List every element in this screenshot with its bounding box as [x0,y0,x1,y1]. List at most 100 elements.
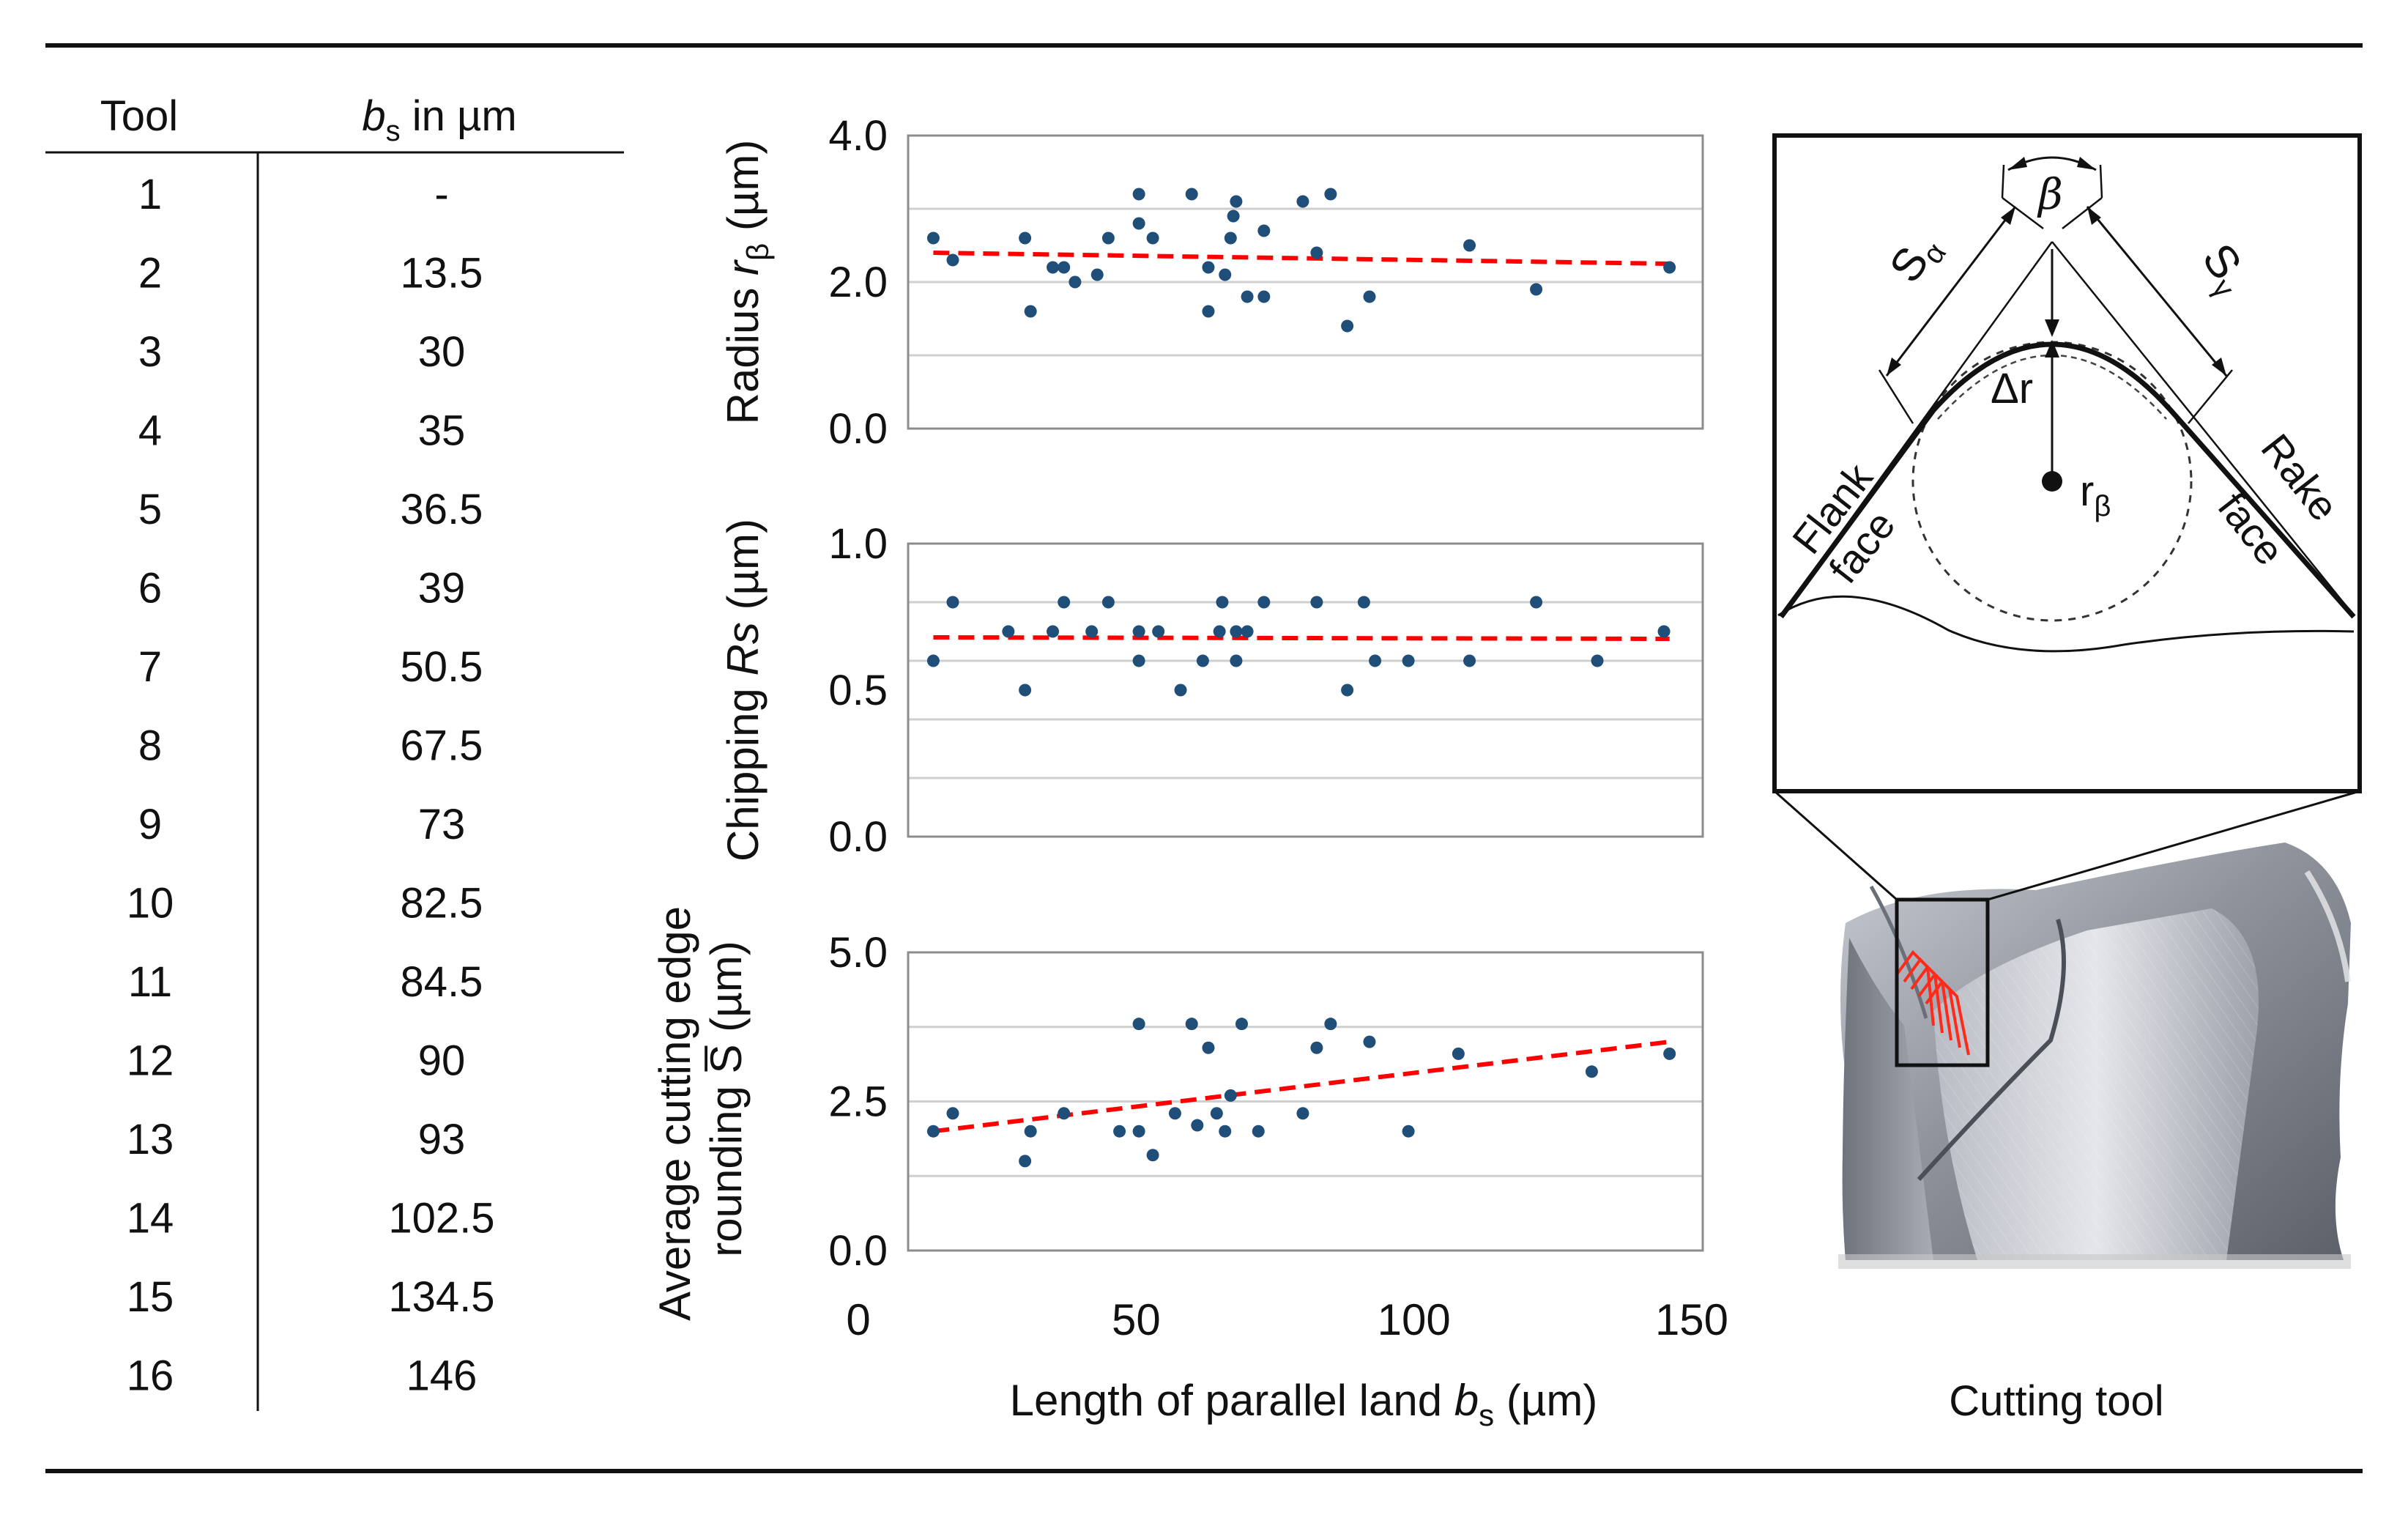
table-cell-tool: 7 [138,643,162,691]
x-tick-label: 150 [1655,1295,1728,1344]
table-cell-bs: 93 [418,1116,466,1163]
data-point [1185,188,1198,201]
table-cell-bs: 39 [418,565,466,612]
x-tick-label: 100 [1378,1295,1451,1344]
data-point [1241,290,1254,303]
data-point [1101,231,1115,245]
data-point [1463,239,1476,252]
table-cell-tool: 3 [138,328,162,376]
y-tick-label: 2.0 [828,259,888,306]
data-point [1230,195,1243,208]
data-point [1219,1125,1232,1138]
data-point [1530,596,1543,609]
data-point [1663,1047,1676,1060]
data-point [1296,195,1309,208]
table-cell-bs: 35 [418,407,466,455]
tool-table: Tool bs in µm 1 - 2 13.5 3 30 4 35 5 36.5 6 39 7 50.5… [45,92,624,1411]
delta-r-label: Δr [1991,365,2033,412]
plot-frame [907,542,1704,838]
table-cell-bs: 50.5 [401,643,483,691]
data-point [1310,596,1323,609]
data-point [1019,231,1032,245]
table-cell-bs: 102.5 [388,1195,494,1242]
chart-panel-3: 5.0 2.5 0.0 Average cutting edge rounding S̅… [650,906,1728,1432]
data-point [1296,1107,1309,1120]
data-point [1146,231,1159,245]
chart-panel-2: 1.0 0.5 0.0 Chipping Rs (µm) [718,519,1704,862]
circle-center-dot [2042,471,2062,492]
data-point [1363,290,1376,303]
data-point [1402,1125,1415,1138]
data-point [1357,596,1370,609]
s-alpha-dimension [1885,206,2017,377]
s-gamma-dimension [2086,206,2228,377]
plot-frame [907,134,1704,430]
data-point [1363,1035,1376,1048]
data-point [1152,625,1165,638]
table-cell-bs: 30 [418,328,466,376]
cutting-tool-photo [1838,842,2351,1269]
data-point [1058,261,1071,274]
table-cell-tool: 8 [138,722,162,770]
table-header-bs: bs in µm [362,92,516,147]
data-point [1463,654,1476,667]
data-point [1185,1018,1198,1031]
table-cell-bs: 36.5 [401,486,483,533]
table-cell-tool: 9 [138,801,162,848]
data-point [1024,305,1037,318]
data-point [1213,625,1226,638]
data-point [1585,1065,1598,1078]
data-point [926,1125,940,1138]
detail-panel [1772,133,2362,793]
data-point [1591,654,1604,667]
edge-diagram: β Sα Sγ Δr rβ Flank face Rake face Cutti… [1772,133,2362,1425]
table-cell-bs: 146 [406,1352,477,1400]
data-point [1230,654,1243,667]
y-tick-label: 0.0 [828,813,888,861]
y-tick-label: 5.0 [828,929,888,977]
data-point [1002,625,1015,638]
data-point [1230,625,1243,638]
y-tick-label: 4.0 [828,112,888,160]
detail-box [1895,897,1990,1067]
data-point [1101,596,1115,609]
data-point [1174,684,1187,697]
data-point [1310,246,1323,259]
table-cell-bs: - [434,171,448,218]
table-cell-bs: 84.5 [401,958,483,1006]
table-cell-bs: 82.5 [401,880,483,927]
edge-geometry [1777,156,2356,653]
data-point [1210,1107,1223,1120]
table-cell-tool: 15 [127,1273,174,1321]
data-point [946,253,959,267]
data-point [1219,268,1232,281]
y-axis-label-line1: Average cutting edge [650,906,699,1321]
table-cell-tool: 13 [127,1116,174,1163]
table-cell-tool: 11 [128,958,172,1006]
data-point [1530,283,1543,296]
data-point [1252,1125,1265,1138]
data-point [1090,268,1104,281]
data-point [1132,1018,1145,1031]
data-point [1402,654,1415,667]
data-point [1058,596,1071,609]
data-point [1224,1089,1237,1102]
y-axis-label-line2: rounding S̅ (µm) [702,941,751,1256]
table-header-tool: Tool [100,92,178,140]
y-axis-label: Chipping Rs (µm) [718,519,768,862]
data-point [1257,596,1271,609]
data-point [1657,625,1671,638]
table-cell-tool: 16 [127,1352,174,1400]
table-cell-tool: 12 [127,1037,174,1085]
data-point [1132,625,1145,638]
data-point [1047,625,1060,638]
data-point [1085,625,1099,638]
table-cell-tool: 1 [138,171,162,218]
data-point [1191,1119,1204,1132]
data-point [1324,1018,1337,1031]
data-point [1132,188,1145,201]
table-cell-bs: 73 [418,801,466,848]
y-tick-label: 0.0 [828,405,888,453]
table-cell-tool: 10 [127,880,174,927]
